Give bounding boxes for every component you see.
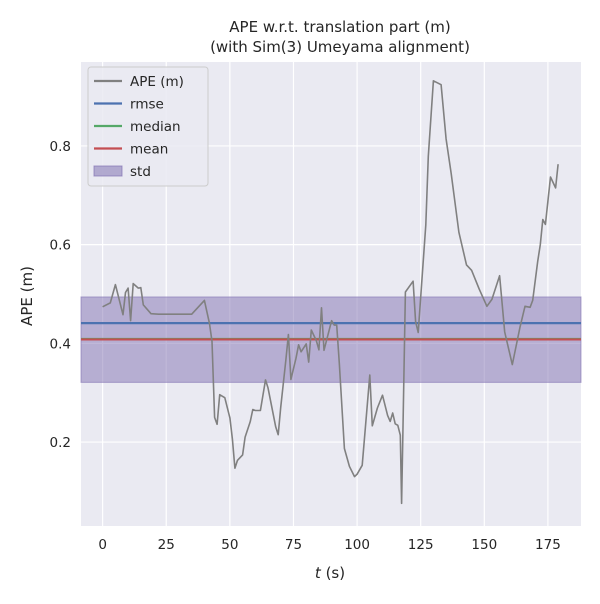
ape-series-line xyxy=(102,80,559,505)
x-axis-label-symbol: t xyxy=(315,564,322,582)
y-tick-label: 0.6 xyxy=(50,238,71,254)
x-axis-label-unit: (s) xyxy=(321,564,345,582)
legend-box xyxy=(87,66,209,187)
x-tick-label: 75 xyxy=(285,537,302,553)
x-tick-label: 50 xyxy=(221,537,238,553)
x-tick-label: 25 xyxy=(158,537,175,553)
x-tick-label: 150 xyxy=(471,537,497,553)
x-axis-label: t (s) xyxy=(315,564,345,582)
legend-label: mean xyxy=(130,142,168,158)
legend-label: std xyxy=(130,164,151,180)
x-tick-label: 125 xyxy=(408,537,434,553)
y-tick-labels: 0.2 0.4 0.6 0.8 xyxy=(50,139,71,451)
legend-label: rmse xyxy=(130,97,164,113)
legend-label: APE (m) xyxy=(130,74,184,90)
legend-label: median xyxy=(130,119,181,135)
x-tick-label: 175 xyxy=(535,537,561,553)
x-tick-label: 0 xyxy=(98,537,107,553)
x-tick-labels: 0 25 50 75 100 125 150 175 xyxy=(98,537,560,553)
y-tick-label: 0.2 xyxy=(50,435,71,451)
y-tick-label: 0.8 xyxy=(50,139,71,155)
y-axis-label: APE (m) xyxy=(18,266,36,326)
x-tick-label: 100 xyxy=(344,537,370,553)
y-tick-label: 0.4 xyxy=(50,336,71,352)
series-layer xyxy=(102,80,559,505)
legend: APE (m) rmse median mean std xyxy=(87,66,209,187)
legend-swatch xyxy=(93,165,123,177)
chart-subtitle: (with Sim(3) Umeyama alignment) xyxy=(210,38,470,56)
chart-title: APE w.r.t. translation part (m) xyxy=(229,18,450,36)
